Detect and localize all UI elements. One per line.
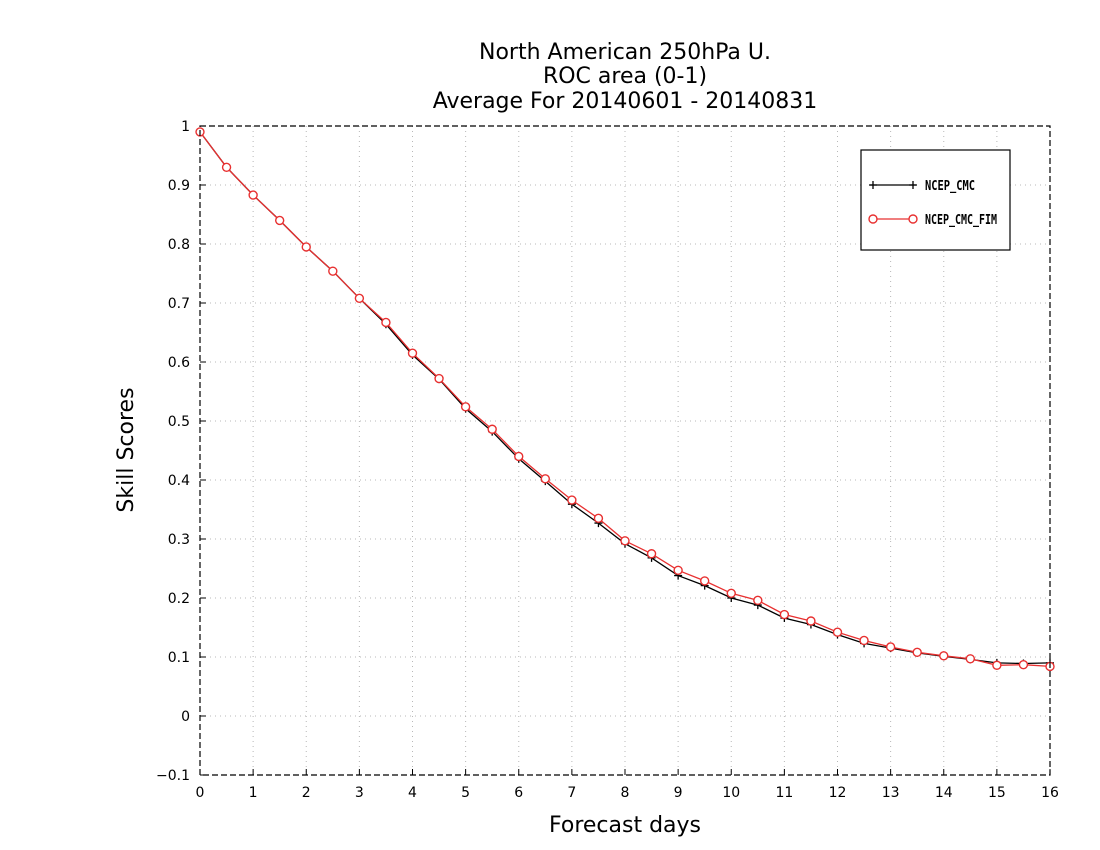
legend-marker (908, 214, 918, 224)
data-point-ncep-cmc-fim (726, 588, 736, 598)
data-point-ncep-cmc-fim (673, 565, 683, 575)
series-layer (195, 127, 1055, 672)
data-point-ncep-cmc-fim (620, 536, 630, 546)
legend-marker (868, 214, 878, 224)
x-tick-label: 5 (461, 785, 470, 801)
legend-label: NCEP_CMC_FIM (925, 213, 997, 228)
data-point-ncep-cmc-fim (274, 215, 285, 226)
data-point-ncep-cmc-fim (593, 513, 604, 524)
x-tick-label: 12 (829, 785, 847, 801)
legend-marker (869, 181, 877, 189)
y-tick-label: −0.1 (156, 768, 190, 784)
axis-ticks: 0 1 2 3 4 5 6 7 8 9 10 11 12 13 14 15 16−0.100.10.20.30.… (156, 119, 1059, 801)
data-point-ncep-cmc-fim (328, 266, 338, 276)
x-tick-label: 15 (988, 785, 1006, 801)
series-ncep-cmc-fim (195, 127, 1055, 672)
data-point-ncep-cmc-fim (407, 348, 418, 358)
data-point-ncep-cmc-fim (221, 162, 232, 173)
x-tick-label: 6 (514, 785, 523, 801)
x-axis-title: Forecast days (549, 813, 701, 838)
legend: NCEP_CMC NCEP_CMC_FIM (860, 149, 1011, 251)
x-tick-label: 7 (567, 785, 576, 801)
data-point-ncep-cmc-fim (806, 616, 816, 626)
data-point-ncep-cmc-fim (646, 549, 657, 559)
data-point-ncep-cmc-fim (699, 576, 710, 586)
x-tick-label: 1 (249, 785, 258, 801)
data-point-ncep-cmc-fim (912, 647, 922, 657)
legend-marker (909, 181, 917, 189)
x-tick-label: 3 (355, 785, 364, 801)
data-point-ncep-cmc-fim (859, 635, 869, 646)
chart-title-line-2: ROC area (0-1) (543, 64, 707, 89)
y-tick-label: 0.4 (168, 473, 190, 489)
y-tick-label: 0 (181, 709, 190, 725)
y-tick-label: 0.9 (168, 178, 190, 194)
data-point-ncep-cmc-fim (460, 402, 471, 412)
data-point-ncep-cmc-fim (487, 424, 497, 434)
y-tick-label: 0.5 (168, 414, 190, 430)
data-point-ncep-cmc-fim (992, 660, 1002, 670)
legend-entry-ncep-cmc-fim: NCEP_CMC_FIM (868, 213, 997, 228)
legend-entry-ncep-cmc: NCEP_CMC (869, 179, 975, 194)
data-point-ncep-cmc-fim (540, 474, 551, 484)
data-point-ncep-cmc-fim (753, 595, 763, 606)
data-point-ncep-cmc-fim (965, 654, 976, 664)
data-point-ncep-cmc-fim (832, 627, 843, 637)
x-tick-label: 14 (935, 785, 953, 801)
data-point-ncep-cmc-fim (779, 609, 790, 620)
data-point-ncep-cmc-fim (939, 651, 949, 661)
data-point-ncep-cmc-fim (514, 451, 524, 462)
legend-box (860, 149, 1011, 251)
x-tick-label: 4 (408, 785, 417, 801)
data-point-ncep-cmc-fim (301, 242, 311, 252)
y-tick-label: 0.3 (168, 532, 190, 548)
data-point-ncep-cmc-fim (354, 293, 365, 303)
y-tick-label: 0.1 (168, 650, 190, 666)
y-tick-label: 0.8 (168, 237, 190, 253)
x-tick-label: 11 (775, 785, 793, 801)
data-point-ncep-cmc-fim (1018, 659, 1029, 670)
data-point-ncep-cmc-fim (885, 642, 896, 652)
chart-title-line-1: North American 250hPa U. (479, 40, 771, 65)
data-point-ncep-cmc-fim (434, 373, 444, 384)
x-tick-label: 2 (302, 785, 311, 801)
y-axis-title: Skill Scores (114, 387, 139, 512)
y-tick-label: 0.7 (168, 296, 190, 312)
plot-frame (199, 125, 1051, 776)
data-point-ncep-cmc-fim (381, 317, 391, 328)
x-tick-label: 13 (882, 785, 900, 801)
x-tick-label: 9 (674, 785, 683, 801)
data-point-ncep-cmc-fim (248, 190, 258, 200)
x-tick-label: 0 (196, 785, 205, 801)
x-tick-label: 10 (722, 785, 740, 801)
legend-label: NCEP_CMC (925, 179, 975, 194)
chart-title-line-3: Average For 20140601 - 20140831 (433, 89, 818, 114)
y-tick-label: 0.6 (168, 355, 190, 371)
y-tick-label: 1 (181, 119, 190, 135)
x-tick-label: 16 (1041, 785, 1059, 801)
data-point-ncep-cmc-fim (567, 495, 577, 505)
x-tick-label: 8 (621, 785, 630, 801)
y-tick-label: 0.2 (168, 591, 190, 607)
